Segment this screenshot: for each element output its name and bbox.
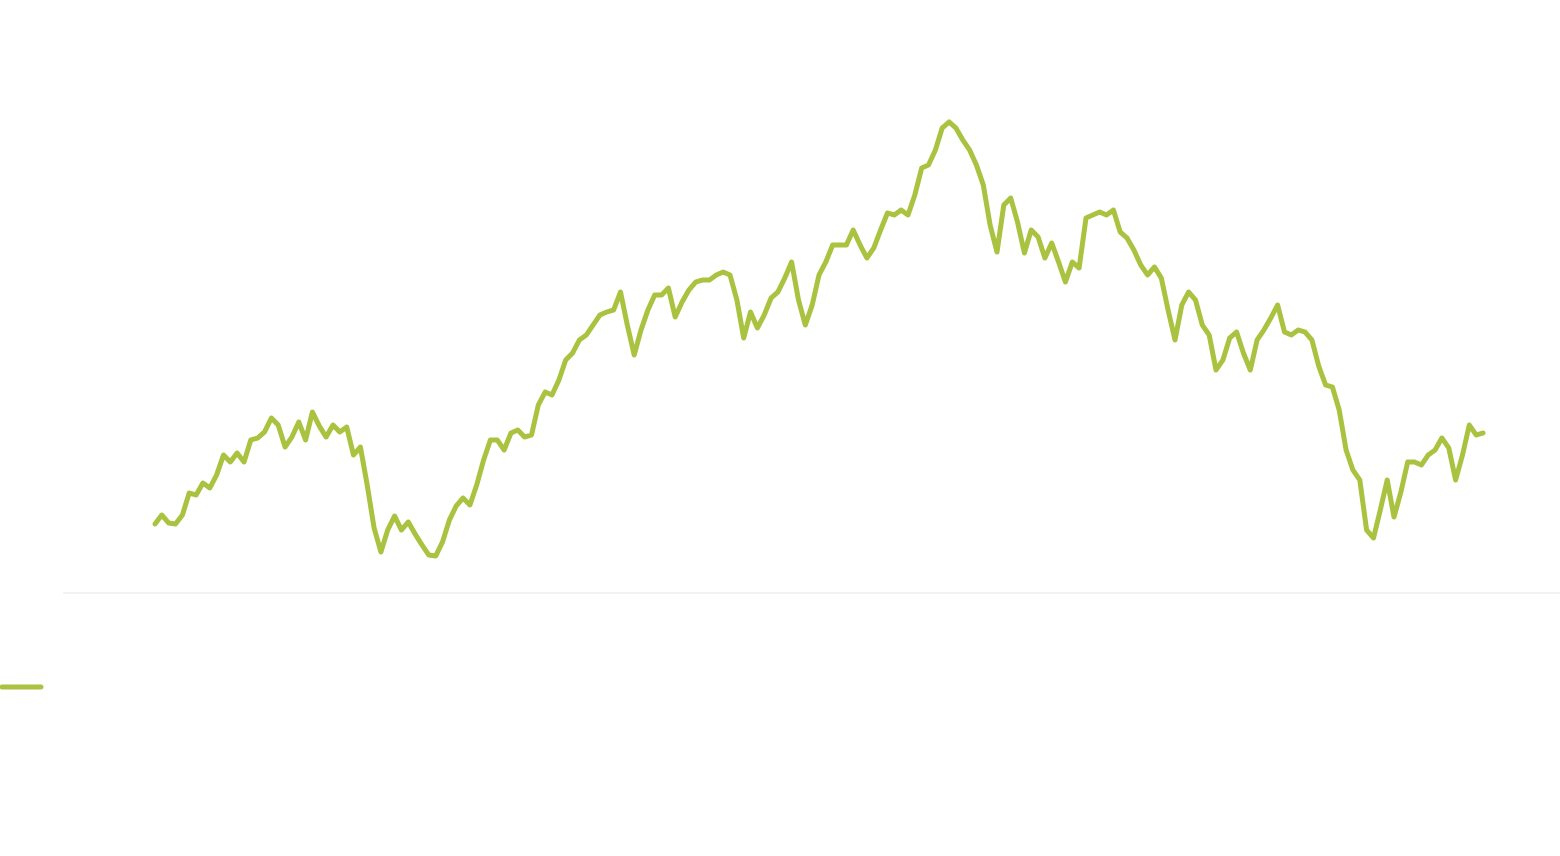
- line-series: [152, 119, 1486, 559]
